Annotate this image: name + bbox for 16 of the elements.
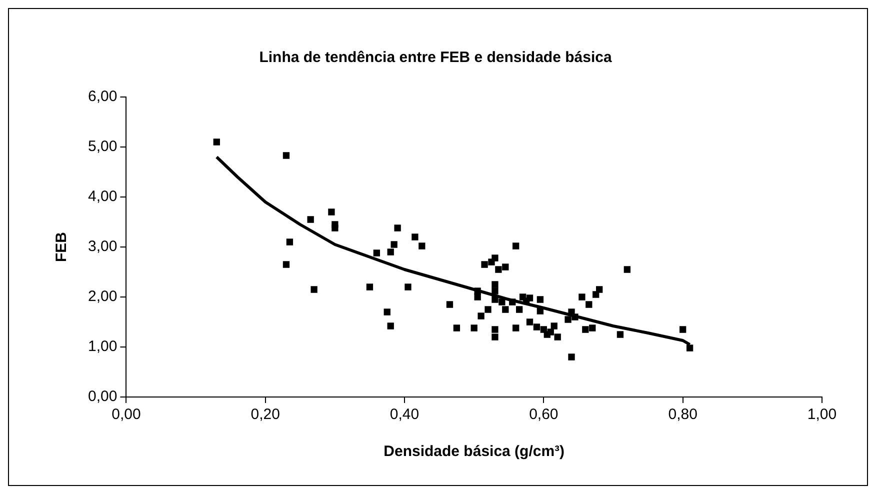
x-tick-label: 0,40: [390, 406, 420, 424]
x-tick-label: 0,60: [529, 406, 558, 424]
y-tick-label: 6,00: [88, 88, 118, 106]
y-tick-label: 1,00: [88, 338, 118, 356]
y-tick-label: 0,00: [88, 388, 118, 406]
y-tick-label: 5,00: [88, 138, 118, 156]
y-axis-title: FEB: [53, 232, 70, 262]
y-tick-label: 2,00: [88, 288, 118, 306]
y-tick-label: 3,00: [88, 238, 118, 256]
x-tick-label: 0,20: [250, 406, 280, 424]
x-tick-label: 0,00: [112, 406, 141, 424]
x-axis-title: Densidade básica (g/cm³): [384, 443, 565, 460]
x-tick-label: 0,80: [668, 406, 698, 424]
chart-title: Linha de tendência entre FEB e densidade básica: [259, 49, 612, 66]
y-tick-label: 4,00: [88, 188, 118, 206]
x-tick-label: 1,00: [807, 406, 837, 424]
